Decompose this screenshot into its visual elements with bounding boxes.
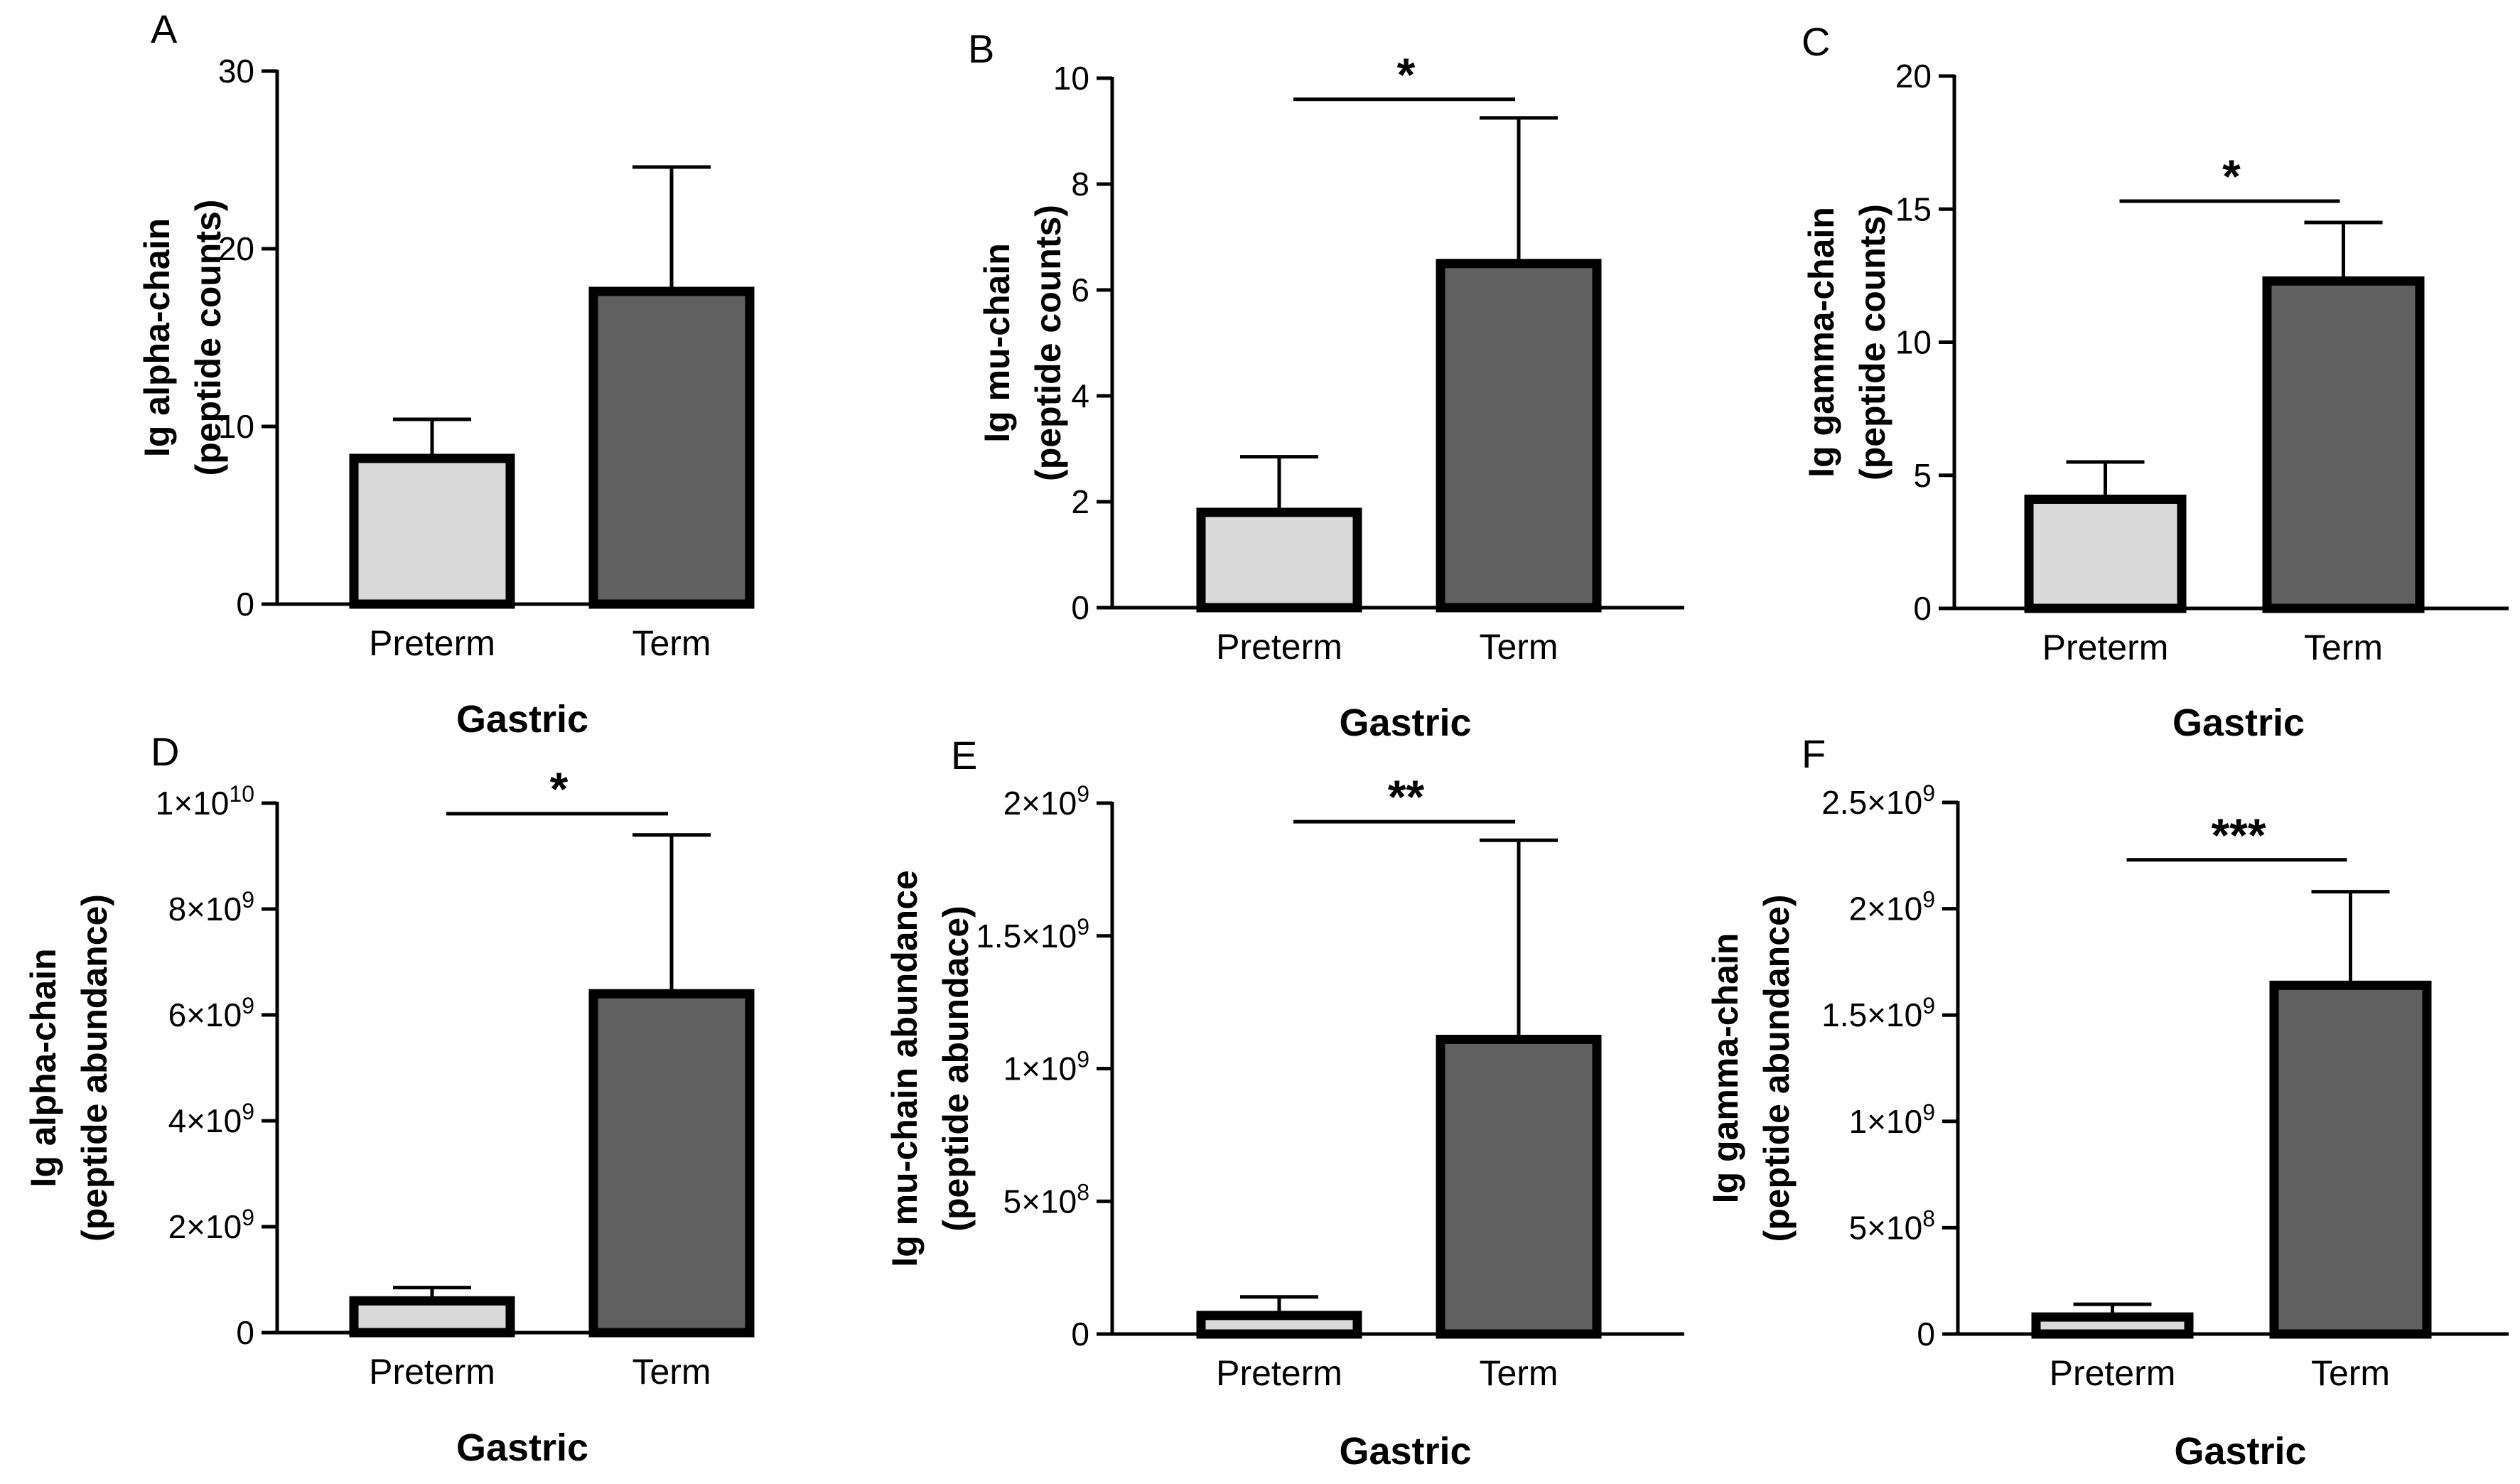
x-tick-label: Term — [632, 1352, 711, 1392]
y-axis-title-line: Ig mu-chain — [977, 243, 1017, 443]
bar-term — [1436, 1034, 1602, 1339]
y-axis-title: Ig mu-chain (peptide counts) — [977, 205, 1068, 481]
x-axis-title: Gastric — [1339, 701, 1471, 744]
y-axis-title-line: (peptide counts) — [188, 200, 228, 476]
panel-label: F — [1802, 731, 1826, 776]
y-tick-label: 0 — [1071, 589, 1089, 626]
x-tick-label: Preterm — [369, 1352, 495, 1392]
y-axis-title-line: (peptide abundance) — [1757, 895, 1797, 1242]
y-axis-title-line: Ig gamma-chain — [1706, 933, 1745, 1204]
bar-preterm — [1196, 507, 1362, 613]
bar-term — [2269, 980, 2432, 1339]
y-tick-label: 8×109 — [168, 887, 254, 928]
x-tick-label: Preterm — [2042, 628, 2169, 667]
x-tick-label: Preterm — [369, 623, 495, 663]
y-tick-label: 0 — [1071, 1316, 1089, 1353]
y-axis-title-line: (peptide abundance) — [75, 894, 114, 1242]
y-tick-label: 2×109 — [168, 1205, 254, 1245]
y-axis-title-line: Ig mu-chain abundance — [885, 870, 925, 1267]
y-tick-label: 0 — [236, 586, 254, 623]
y-tick-label: 0 — [1913, 590, 1932, 627]
y-axis-title: Ig gamma-chain (peptide abundance) — [1706, 895, 1797, 1242]
x-tick-label: Term — [1479, 627, 1558, 667]
y-tick-label: 4 — [1071, 377, 1089, 414]
x-axis-title: Gastric — [1339, 1430, 1471, 1473]
x-tick-label: Preterm — [1216, 1353, 1342, 1393]
bar-term — [2262, 276, 2425, 613]
panel-label: C — [1802, 19, 1830, 64]
y-tick-label: 30 — [218, 53, 254, 90]
y-tick-label: 6×109 — [168, 993, 254, 1033]
y-tick-label: 1×1010 — [156, 781, 254, 822]
y-axis-title-line: (peptide abundace) — [936, 905, 976, 1231]
y-tick-label: 8 — [1071, 166, 1089, 203]
bar-preterm — [2031, 1312, 2194, 1339]
y-tick-label: 5×108 — [1849, 1205, 1935, 1246]
panel-label: E — [951, 733, 977, 778]
x-tick-label: Term — [2311, 1353, 2390, 1393]
y-tick-label: 2.5×109 — [1821, 780, 1935, 821]
y-axis-title: Ig alpha-chain (peptide abundance) — [23, 894, 114, 1242]
significance-marker: * — [1397, 48, 1416, 101]
y-tick-label: 10 — [1895, 324, 1932, 361]
y-tick-label: 1.5×109 — [976, 914, 1089, 955]
y-tick-label: 2×109 — [1003, 781, 1089, 822]
y-axis-title: Ig alpha-chain (peptide counts) — [137, 200, 228, 476]
y-tick-label: 2 — [1071, 483, 1089, 520]
bar-preterm — [2024, 494, 2187, 613]
y-tick-label: 5 — [1913, 457, 1932, 494]
bar-preterm — [1196, 1311, 1362, 1339]
x-tick-label: Preterm — [1216, 627, 1342, 667]
y-tick-label: 1×109 — [1003, 1047, 1089, 1087]
y-tick-label: 20 — [218, 230, 254, 267]
significance-marker: * — [550, 763, 569, 815]
significance-marker: * — [2222, 150, 2241, 203]
panel-label: A — [151, 6, 178, 51]
y-axis-title-line: Ig alpha-chain — [137, 218, 177, 457]
x-axis-title: Gastric — [2172, 701, 2305, 744]
significance-marker: ** — [1388, 770, 1425, 823]
bar-preterm — [349, 453, 515, 609]
y-tick-label: 1.5×109 — [1821, 993, 1935, 1033]
bar-preterm — [349, 1296, 515, 1338]
y-axis-title: Ig gamma-chain (peptide counts) — [1802, 204, 1892, 480]
y-axis-title-line: Ig alpha-chain — [23, 948, 63, 1187]
x-tick-label: Term — [1479, 1353, 1558, 1393]
y-axis-title-line: (peptide counts) — [1028, 205, 1068, 481]
y-axis-title-line: Ig gamma-chain — [1802, 207, 1841, 478]
y-axis-title-line: (peptide counts) — [1853, 204, 1892, 480]
y-tick-label: 0 — [1917, 1316, 1935, 1353]
x-tick-label: Term — [2304, 628, 2383, 667]
bar-term — [1436, 259, 1602, 613]
y-tick-label: 1×109 — [1849, 1099, 1935, 1140]
x-axis-title: Gastric — [2174, 1430, 2306, 1473]
y-tick-label: 5×108 — [1003, 1179, 1089, 1220]
x-axis-title: Gastric — [456, 698, 588, 741]
panel-label: D — [151, 729, 179, 774]
significance-marker: *** — [2211, 809, 2266, 861]
y-tick-label: 15 — [1895, 190, 1932, 227]
x-axis-title: Gastric — [456, 1426, 588, 1469]
y-tick-label: 6 — [1071, 271, 1089, 308]
y-tick-label: 0 — [236, 1314, 254, 1351]
y-tick-label: 4×109 — [168, 1099, 254, 1139]
bar-term — [588, 286, 755, 609]
y-tick-label: 2×109 — [1849, 887, 1935, 928]
x-tick-label: Term — [632, 623, 711, 663]
panel-label: B — [968, 26, 994, 71]
y-tick-label: 10 — [1053, 60, 1089, 97]
y-axis-title: Ig mu-chain abundance (peptide abundace) — [885, 870, 976, 1267]
x-tick-label: Preterm — [2050, 1353, 2176, 1393]
y-tick-label: 20 — [1895, 58, 1932, 95]
y-tick-label: 10 — [218, 408, 254, 445]
bar-term — [588, 989, 755, 1338]
